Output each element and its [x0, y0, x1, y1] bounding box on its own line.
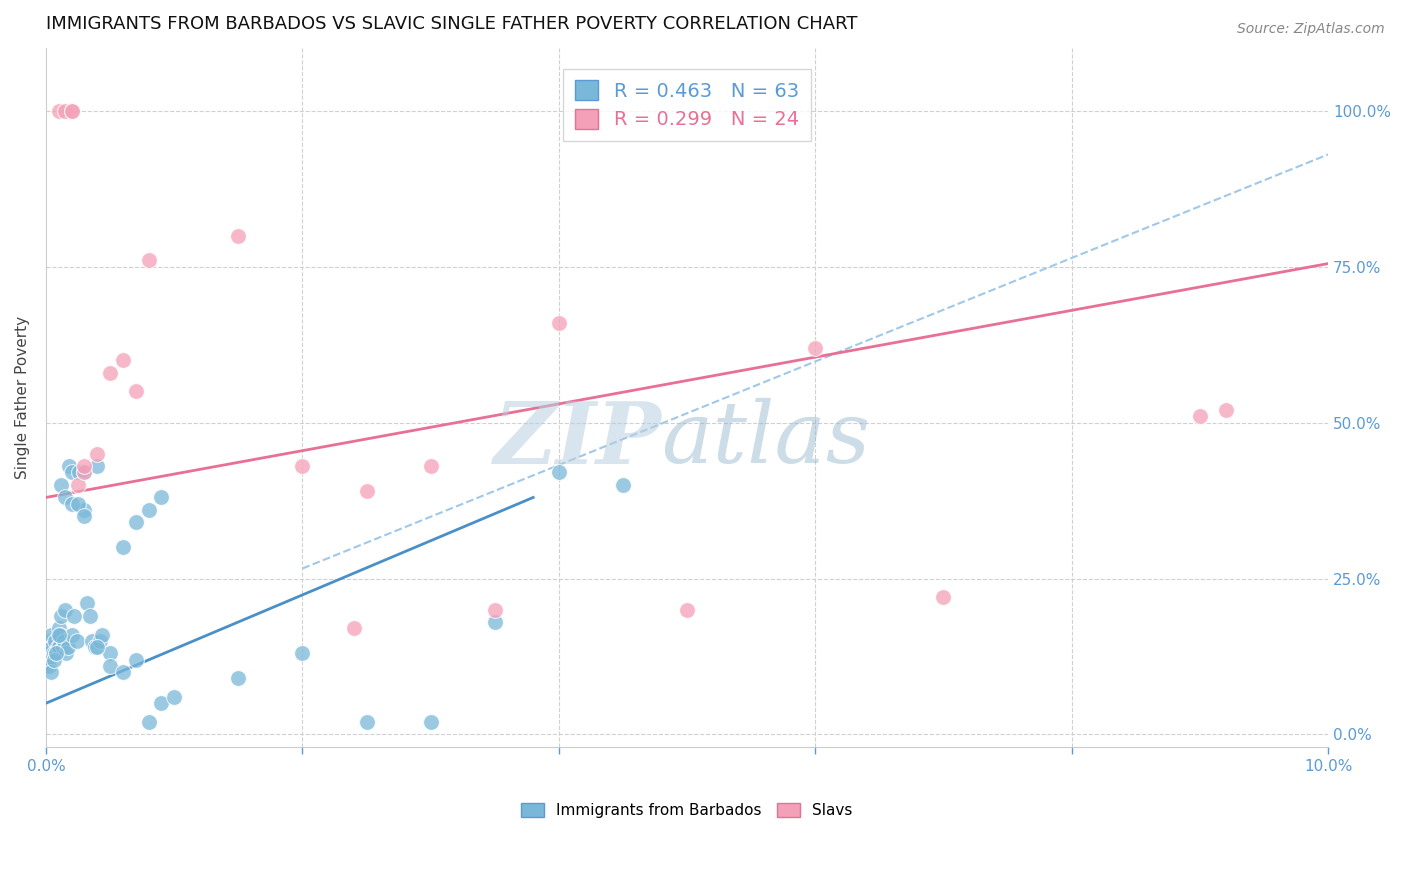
Point — [66, 497, 89, 511]
Y-axis label: Single Father Poverty: Single Father Poverty — [15, 316, 30, 479]
Point — [48, 621, 70, 635]
Point — [82, 633, 104, 648]
Point — [48, 627, 70, 641]
Point — [60, 627, 83, 641]
Point — [49, 627, 72, 641]
Point — [60, 497, 83, 511]
Point — [58, 459, 80, 474]
Point — [86, 459, 108, 474]
Point — [38, 646, 60, 660]
Point — [91, 627, 114, 641]
Point — [111, 353, 134, 368]
Point — [612, 478, 634, 492]
Point — [45, 646, 67, 660]
Point — [356, 714, 378, 729]
Point — [150, 491, 173, 505]
Point — [60, 103, 83, 118]
Point — [98, 366, 121, 380]
Point — [125, 652, 148, 666]
Point — [484, 615, 506, 629]
Point — [291, 459, 314, 474]
Point — [419, 459, 441, 474]
Point — [484, 603, 506, 617]
Point — [41, 640, 63, 654]
Point — [39, 665, 62, 679]
Point — [932, 591, 955, 605]
Point — [44, 633, 66, 648]
Point — [73, 459, 96, 474]
Point — [53, 603, 76, 617]
Point — [419, 714, 441, 729]
Point — [98, 658, 121, 673]
Point — [48, 103, 70, 118]
Point — [1188, 409, 1211, 424]
Point — [51, 478, 73, 492]
Point — [66, 633, 89, 648]
Point — [89, 633, 111, 648]
Point — [53, 491, 76, 505]
Point — [547, 316, 569, 330]
Legend: Immigrants from Barbados, Slavs: Immigrants from Barbados, Slavs — [515, 797, 859, 824]
Point — [73, 509, 96, 524]
Point — [52, 633, 75, 648]
Point — [356, 484, 378, 499]
Point — [804, 341, 827, 355]
Point — [45, 646, 67, 660]
Point — [73, 466, 96, 480]
Point — [125, 384, 148, 399]
Text: atlas: atlas — [661, 398, 870, 481]
Point — [51, 608, 73, 623]
Point — [226, 228, 249, 243]
Point — [138, 253, 160, 268]
Point — [76, 597, 98, 611]
Point — [547, 466, 569, 480]
Point — [1215, 403, 1237, 417]
Point — [676, 603, 699, 617]
Point — [46, 640, 69, 654]
Point — [48, 640, 70, 654]
Text: ZIP: ZIP — [494, 398, 661, 482]
Point — [73, 466, 96, 480]
Point — [53, 103, 76, 118]
Point — [343, 621, 366, 635]
Point — [66, 478, 89, 492]
Point — [63, 608, 86, 623]
Point — [111, 665, 134, 679]
Point — [125, 516, 148, 530]
Point — [86, 640, 108, 654]
Point — [38, 658, 60, 673]
Text: IMMIGRANTS FROM BARBADOS VS SLAVIC SINGLE FATHER POVERTY CORRELATION CHART: IMMIGRANTS FROM BARBADOS VS SLAVIC SINGL… — [46, 15, 858, 33]
Point — [42, 646, 65, 660]
Point — [67, 466, 90, 480]
Point — [35, 658, 58, 673]
Point — [138, 503, 160, 517]
Point — [86, 447, 108, 461]
Point — [42, 652, 65, 666]
Point — [38, 633, 60, 648]
Point — [111, 541, 134, 555]
Point — [163, 690, 186, 704]
Point — [79, 608, 101, 623]
Point — [150, 696, 173, 710]
Point — [226, 671, 249, 685]
Point — [138, 714, 160, 729]
Point — [56, 640, 79, 654]
Point — [35, 646, 58, 660]
Point — [52, 640, 75, 654]
Point — [98, 646, 121, 660]
Point — [60, 466, 83, 480]
Point — [39, 627, 62, 641]
Point — [73, 503, 96, 517]
Point — [55, 646, 77, 660]
Text: Source: ZipAtlas.com: Source: ZipAtlas.com — [1237, 22, 1385, 37]
Point — [83, 640, 105, 654]
Point — [60, 103, 83, 118]
Point — [291, 646, 314, 660]
